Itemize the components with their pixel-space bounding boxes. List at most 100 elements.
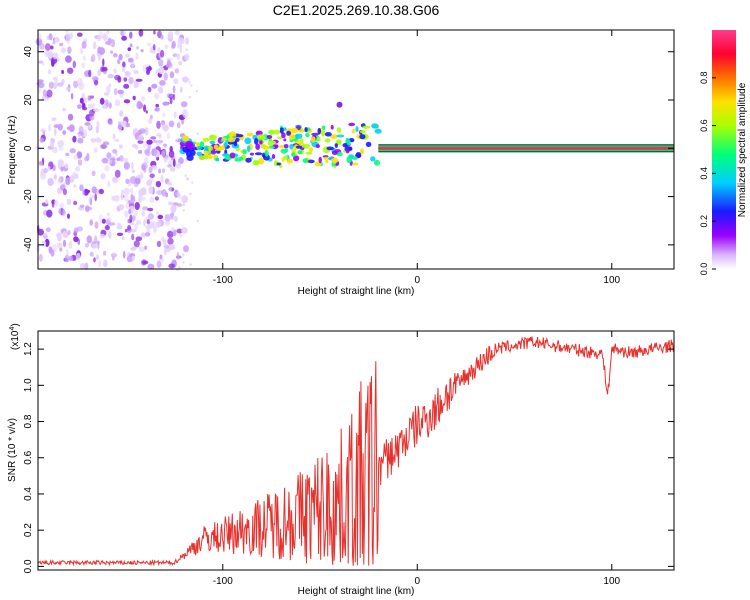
noise-blob — [102, 141, 110, 146]
noise-dot — [185, 197, 187, 200]
noise-blob — [156, 133, 162, 137]
track-feature — [336, 101, 343, 108]
noise-blob — [82, 106, 88, 111]
noise-blob — [154, 196, 159, 201]
noise-blob — [53, 83, 58, 90]
noise-blob — [97, 46, 102, 54]
noise-blob — [162, 143, 168, 147]
noise-blob — [94, 79, 99, 86]
noise-blob — [67, 230, 71, 235]
track-blob — [303, 143, 311, 149]
noise-blob — [184, 53, 190, 61]
noise-blob — [112, 149, 117, 154]
noise-blob — [53, 36, 60, 43]
noise-blob — [141, 96, 145, 102]
noise-blob — [121, 236, 125, 241]
track-blob — [359, 130, 366, 134]
noise-blob — [85, 206, 93, 211]
noise-blob — [91, 186, 98, 194]
noise-blob — [90, 194, 95, 199]
noise-blob — [77, 137, 84, 144]
noise-blob — [50, 249, 55, 257]
noise-blob — [119, 110, 124, 117]
track-blob — [197, 146, 202, 151]
noise-blob — [172, 93, 176, 101]
noise-blob — [131, 143, 138, 148]
noise-dot — [196, 132, 199, 135]
noise-blob — [146, 219, 150, 225]
spectrogram-ylabel: Frequency (Hz) — [7, 116, 18, 185]
snr-panel: -100 0 100 0.0 0.2 0.4 0.6 0.8 1.0 1.2 Height of… — [7, 323, 675, 597]
noise-blob — [95, 254, 100, 261]
noise-blob — [128, 76, 134, 85]
track-blob — [245, 157, 252, 163]
track-blob — [286, 130, 291, 136]
track-blob — [317, 127, 322, 135]
noise-blob — [122, 250, 126, 259]
track-blob — [266, 135, 273, 139]
noise-blob — [82, 189, 85, 196]
noise-blob — [65, 29, 69, 38]
noise-blob — [143, 104, 147, 112]
noise-blob — [130, 193, 134, 201]
noise-blob — [165, 63, 170, 68]
track-blob — [199, 141, 205, 148]
track-blob — [310, 136, 316, 143]
track-blob — [305, 132, 310, 138]
noise-blob — [78, 82, 85, 90]
noise-blob — [57, 177, 62, 183]
noise-blob — [170, 216, 174, 220]
noise-blob — [151, 147, 158, 157]
noise-dot — [196, 219, 199, 222]
track-blob — [264, 150, 269, 157]
track-blob — [348, 122, 356, 127]
noise-blob — [68, 198, 72, 205]
noise-blob — [133, 81, 138, 88]
track-blob — [283, 155, 289, 160]
noise-blob — [181, 227, 188, 234]
noise-blob — [172, 85, 176, 94]
noise-blob — [107, 180, 111, 188]
noise-blob — [83, 97, 88, 103]
track-blob — [210, 149, 217, 155]
noise-blob — [143, 156, 149, 165]
noise-dot — [174, 55, 177, 58]
track-blob — [362, 125, 371, 129]
noise-blob — [125, 178, 130, 184]
track-blob — [288, 134, 296, 140]
noise-blob — [144, 245, 148, 250]
noise-blob — [138, 189, 144, 198]
noise-blob — [100, 66, 105, 73]
noise-blob — [97, 35, 101, 42]
noise-blob — [138, 134, 144, 141]
noise-blob — [147, 263, 155, 270]
track-blob — [284, 148, 289, 153]
noise-blob — [91, 170, 96, 176]
noise-blob — [137, 140, 144, 144]
noise-blob — [138, 29, 144, 37]
noise-blob — [148, 65, 152, 72]
noise-blob — [148, 117, 153, 125]
noise-blob — [40, 171, 46, 180]
noise-blob — [72, 60, 77, 69]
noise-blob — [65, 249, 69, 256]
y-tick-label: 0.6 — [23, 450, 34, 464]
track-blob — [276, 162, 281, 166]
noise-blob — [80, 47, 84, 55]
noise-blob — [179, 233, 183, 238]
noise-blob — [44, 199, 49, 205]
track-blob — [239, 156, 243, 161]
spectrogram-xlabel: Height of straight line (km) — [298, 286, 415, 297]
noise-blob — [158, 67, 165, 75]
noise-blob — [61, 70, 64, 74]
noise-blob — [169, 182, 173, 186]
colorbar-tick-label: 0.8 — [699, 72, 709, 85]
noise-blob — [38, 87, 41, 94]
noise-blob — [131, 255, 135, 261]
noise-dot — [182, 209, 185, 212]
track-blob — [291, 127, 299, 134]
noise-blob — [138, 195, 142, 204]
noise-blob — [135, 236, 143, 242]
track-blob — [318, 156, 322, 164]
track-blob — [307, 159, 315, 164]
